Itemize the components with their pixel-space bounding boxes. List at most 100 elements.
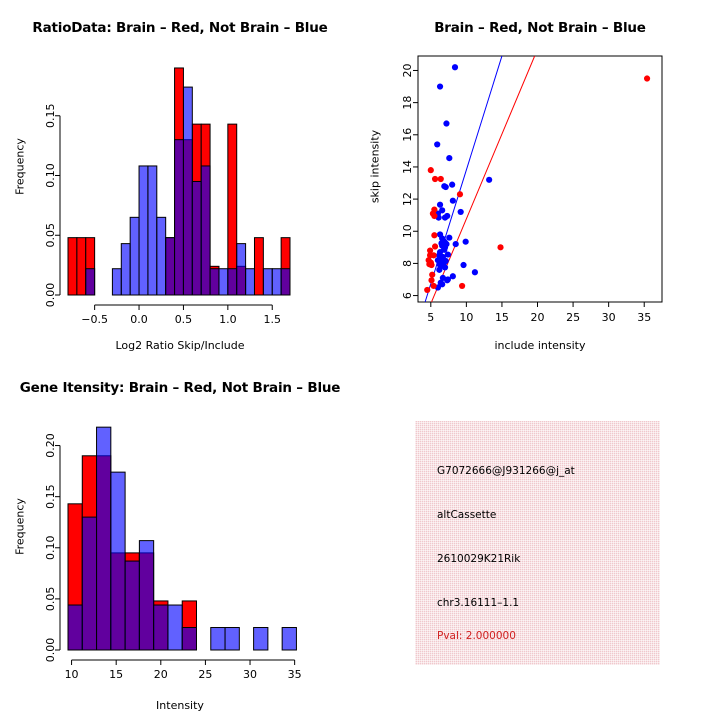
scatter-point [471, 269, 479, 276]
histogram-bar [124, 560, 140, 651]
x-axis-tick-label: 1.0 [219, 313, 237, 326]
histogram-bar [236, 243, 247, 296]
histogram-bar [224, 627, 240, 651]
scatter-point [436, 83, 444, 90]
scatter-point [437, 175, 444, 183]
probe-info-panel: G7072666@J931266@j_at altCassette 261002… [360, 360, 720, 720]
scatter-point [643, 75, 651, 82]
histogram-bar [96, 426, 112, 651]
locus-text: chr3.16111–1.1 [437, 597, 520, 609]
scatter-point [497, 244, 504, 251]
probe-id-text: G7072666@J931266@j_at [437, 465, 575, 477]
y-axis-tick-label: 0.05 [44, 587, 57, 612]
histogram-bar [281, 627, 297, 651]
scatter-point [430, 252, 437, 259]
ratio-histogram-ylabel: Frequency [13, 138, 27, 195]
scatter-point [444, 251, 451, 258]
x-axis-tick-label: 35 [637, 311, 651, 324]
x-axis-tick-label: 30 [602, 311, 616, 324]
y-axis-tick-label: 0.10 [44, 536, 57, 561]
histogram-bar [153, 604, 169, 651]
pval-text: Pval: 2.000000 [437, 630, 516, 642]
probe-info-box: G7072666@J931266@j_at altCassette 261002… [415, 421, 660, 665]
scatter-point [462, 238, 469, 245]
scatter-point [431, 175, 439, 183]
scatter-point [424, 286, 431, 294]
x-axis-tick-label: 1.5 [263, 313, 281, 326]
histogram-bar [271, 268, 282, 296]
histogram-bar [209, 268, 220, 296]
histogram-bar [191, 180, 202, 296]
scatter-point [446, 155, 453, 162]
gene-intensity-title: Gene Itensity: Brain – Red, Not Brain – … [19, 380, 341, 396]
scatter-point [431, 232, 438, 239]
histogram-bar [280, 268, 291, 296]
intensity-scatter-panel: Brain – Red, Not Brain – Blue 6 8 10 12 14 16… [360, 0, 720, 360]
y-axis-tick-label: 12 [401, 192, 414, 206]
scatter-point [486, 176, 493, 183]
scatter-point [441, 264, 449, 271]
histogram-bar [120, 243, 131, 296]
histogram-bar [156, 216, 167, 296]
histogram-bar [253, 627, 269, 651]
histogram-bar [262, 268, 273, 296]
x-axis-tick-label: −0.5 [81, 313, 108, 326]
histogram-bar [81, 516, 98, 651]
scatter-point [441, 183, 448, 190]
ratio-histogram-svg: 0.00 0.05 0.10 0.15 −0.5 0.0 0.5 1.0 1.5 [44, 67, 291, 326]
intensity-scatter-ylabel: skip intensity [368, 129, 382, 204]
x-axis-tick-label: 15 [109, 668, 123, 681]
histogram-bar [182, 86, 193, 296]
histogram-bar [147, 165, 158, 296]
scatter-point [456, 191, 464, 198]
scatter-point [457, 208, 464, 216]
histogram-bar [174, 139, 184, 296]
gene-intensity-ylabel: Frequency [13, 498, 27, 555]
scatter-point [436, 201, 444, 208]
histogram-bar [167, 604, 183, 651]
y-axis-tick-label: 10 [401, 224, 414, 238]
x-axis-tick-label: 10 [65, 668, 79, 681]
histogram-bar [111, 268, 122, 296]
scatter-point [428, 277, 435, 284]
scatter-point [439, 207, 446, 214]
histogram-bar [227, 268, 238, 296]
intensity-scatter-xlabel: include intensity [494, 339, 586, 352]
y-axis-tick-label: 20 [401, 63, 414, 77]
scatter-point [441, 214, 449, 221]
gene-intensity-xlabel: Intensity [156, 699, 204, 712]
x-axis-tick-label: 20 [531, 311, 545, 324]
histogram-bar [138, 540, 155, 651]
intensity-scatter-svg: 6 8 10 12 14 16 18 20 5 10 15 20 25 30 35 [401, 55, 663, 324]
histogram-bar [218, 268, 229, 296]
scatter-point [430, 282, 437, 290]
histogram-bar [245, 268, 255, 296]
histogram-bar [85, 268, 96, 296]
y-axis-tick-label: 0.00 [44, 638, 57, 663]
scatter-point [446, 234, 453, 241]
x-axis-tick-label: 25 [566, 311, 580, 324]
histogram-bar [200, 165, 211, 296]
ratio-histogram-xlabel: Log2 Ratio Skip/Include [115, 339, 245, 352]
scatter-point [439, 281, 446, 288]
x-axis-tick-label: 15 [495, 311, 509, 324]
x-axis-tick-label: 0.5 [175, 313, 193, 326]
y-axis-tick-label: 0.15 [44, 104, 57, 128]
scatter-point [429, 271, 436, 278]
x-axis-tick-label: 25 [198, 668, 212, 681]
y-axis-tick-label: 0.15 [44, 484, 57, 509]
scatter-point [460, 261, 467, 269]
x-axis-tick-label: 20 [154, 668, 168, 681]
histogram-bar [181, 627, 198, 651]
scatter-point [431, 243, 439, 250]
ratio-histogram-panel: RatioData: Brain – Red, Not Brain – Blue… [0, 0, 360, 360]
x-axis-tick-label: 5 [427, 311, 434, 324]
y-axis-tick-label: 0.10 [44, 163, 57, 188]
scatter-point [459, 282, 466, 290]
plot-frame [417, 55, 663, 303]
histogram-bar [129, 216, 140, 296]
histogram-bar [76, 237, 87, 296]
x-axis-tick-label: 35 [288, 668, 302, 681]
x-axis-tick-label: 30 [243, 668, 257, 681]
histogram-bar [253, 237, 264, 296]
